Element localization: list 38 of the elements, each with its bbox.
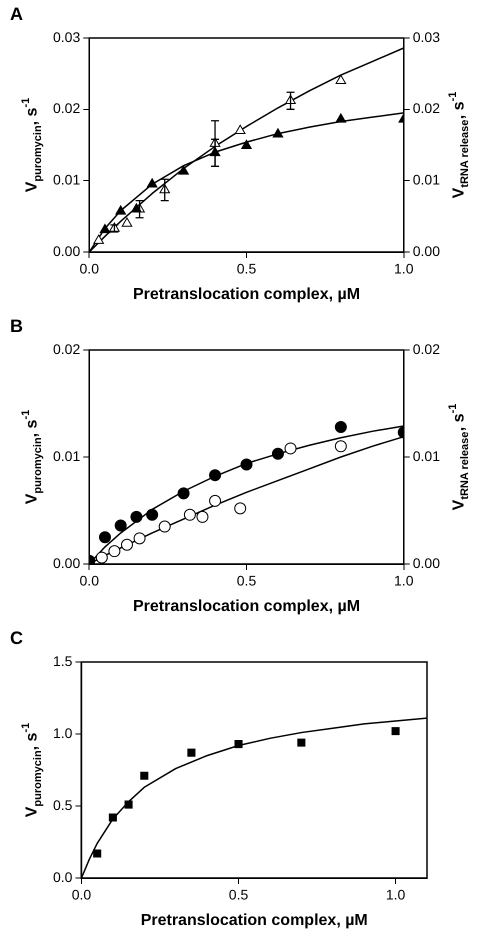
- y2-tick-label: 0.00: [412, 242, 440, 259]
- y2-axis-title: VtRNA release, s-1: [447, 92, 472, 198]
- y-tick-label: 0.5: [52, 796, 73, 813]
- y-tick-label: 0.00: [53, 242, 80, 259]
- x-tick-label: 0.0: [80, 572, 100, 588]
- x-axis-title: Pretranslocation complex, µM: [132, 598, 360, 615]
- x-tick-label: 0.5: [228, 886, 248, 902]
- y-tick-label: 0.03: [53, 28, 80, 45]
- y-axis-title: Vpuromycin, s-1: [20, 98, 44, 192]
- y2-tick-label: 0.02: [412, 340, 440, 357]
- x-tick-label: 1.0: [394, 572, 414, 588]
- y2-tick-label: 0.01: [412, 448, 440, 464]
- y-tick-label: 1.0: [52, 724, 73, 741]
- chart-title: C: [10, 628, 23, 648]
- y-tick-label: 0.02: [53, 100, 80, 116]
- y2-tick-label: 0.00: [412, 554, 440, 571]
- y-tick-label: 0.01: [53, 448, 80, 464]
- y-axis-title: Vpuromycin, s-1: [20, 722, 44, 818]
- x-tick-label: 0.0: [72, 886, 92, 902]
- chart-title: A: [10, 4, 23, 24]
- y2-tick-label: 0.03: [412, 28, 440, 45]
- x-tick-label: 0.5: [236, 572, 256, 588]
- x-tick-label: 1.0: [386, 886, 406, 902]
- x-axis-title: Pretranslocation complex, µM: [140, 912, 368, 929]
- y-tick-label: 1.5: [52, 652, 73, 669]
- chart-title: B: [10, 316, 23, 336]
- y-tick-label: 0.0: [52, 868, 73, 885]
- y2-tick-label: 0.01: [412, 172, 440, 188]
- y-tick-label: 0.01: [53, 172, 80, 188]
- y2-axis-title: VtRNA release, s-1: [447, 404, 472, 510]
- y-tick-label: 0.00: [53, 554, 80, 571]
- y-tick-label: 0.02: [53, 340, 80, 357]
- x-tick-label: 0.5: [236, 260, 256, 276]
- y-axis-title: Vpuromycin, s-1: [20, 410, 44, 504]
- x-tick-label: 0.0: [80, 260, 100, 276]
- x-axis-title: Pretranslocation complex, µM: [132, 286, 360, 303]
- x-tick-label: 1.0: [394, 260, 414, 276]
- y2-tick-label: 0.02: [412, 100, 440, 116]
